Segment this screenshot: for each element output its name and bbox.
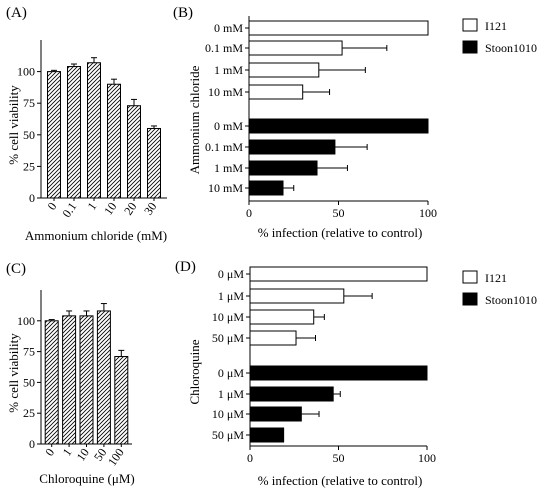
y-tick-label: 0.1 mM <box>205 41 243 55</box>
y-tick-label: 50 <box>23 375 35 389</box>
bar <box>248 84 304 100</box>
x-tick-label: 50 <box>333 451 345 465</box>
bar <box>248 180 284 196</box>
panel-b-xlabel: % infection (relative to control) <box>258 225 423 240</box>
bar <box>249 309 315 325</box>
x-tick-label: 0 <box>42 446 57 459</box>
x-tick-label: 100 <box>419 206 437 220</box>
panel-c-label: (C) <box>6 261 26 277</box>
bar <box>44 320 59 445</box>
bar <box>249 266 428 282</box>
legend-swatch-stoon1010 <box>462 40 478 54</box>
panel-d-legend: I121 Stoon1010 <box>462 270 537 307</box>
y-tick-label: 1 mM <box>214 63 243 77</box>
y-tick-label: 1 μM <box>218 387 244 401</box>
x-tick-label: 1 <box>85 200 100 213</box>
y-tick-label: 75 <box>23 96 35 110</box>
bar <box>62 315 77 445</box>
bar <box>107 83 121 199</box>
panel-d-ylabel: Chloroquine <box>187 339 202 404</box>
x-tick-label: 0 <box>247 451 253 465</box>
y-tick-label: 0 mM <box>214 119 243 133</box>
panel-d-label: (D) <box>175 259 196 275</box>
y-tick-label: 10 mM <box>208 85 243 99</box>
x-tick-label: 30 <box>141 200 159 218</box>
legend-swatch-i121 <box>462 270 478 284</box>
y-tick-label: 100 <box>17 65 35 79</box>
panel-b-legend: I121 Stoon1010 <box>462 18 537 55</box>
panel-a-ylabel: % cell viability <box>6 85 21 165</box>
bar <box>67 66 81 199</box>
x-tick-label: 0 <box>45 200 60 213</box>
legend-swatch-i121 <box>462 18 478 32</box>
bar <box>249 386 334 402</box>
x-tick-label: 20 <box>121 200 139 218</box>
bar <box>249 365 428 381</box>
panel-b-label: (B) <box>173 5 193 21</box>
panel-a-xlabel: Ammonium chloride (mM) <box>25 228 167 243</box>
x-tick-label: 10 <box>101 200 119 218</box>
panel-c-xlabel: Chloroquine (μM) <box>39 471 134 486</box>
bar <box>248 40 343 56</box>
legend-label-stoon1010: Stoon1010 <box>485 41 537 55</box>
y-tick-label: 0 μM <box>218 267 244 281</box>
bar <box>249 427 285 443</box>
legend-swatch-stoon1010 <box>462 292 478 306</box>
legend-label-stoon1010: Stoon1010 <box>485 293 537 307</box>
y-tick-label: 75 <box>23 345 35 359</box>
bar <box>96 310 111 445</box>
y-tick-label: 1 μM <box>218 289 244 303</box>
y-tick-label: 10 μM <box>212 407 244 421</box>
y-tick-label: 25 <box>23 406 35 420</box>
bar <box>249 406 302 422</box>
bar <box>248 20 429 36</box>
bar <box>147 127 161 199</box>
legend-label-i121: I121 <box>485 19 507 33</box>
x-tick-label: 100 <box>418 451 436 465</box>
y-tick-label: 10 mM <box>208 181 243 195</box>
y-tick-label: 25 <box>23 159 35 173</box>
panel-d: (D) 0 50 100 0 μM 1 μM 10 μM 50 μM 0 μM 1 μM 10 μ… <box>175 259 537 488</box>
y-tick-label: 50 μM <box>212 428 244 442</box>
panel-b-ylabel: Ammonium chloride <box>187 65 202 174</box>
y-tick-label: 0.1 mM <box>205 140 243 154</box>
x-tick-label: 50 <box>333 206 345 220</box>
panel-d-xlabel: % infection (relative to control) <box>258 473 423 488</box>
bar <box>249 288 345 304</box>
y-tick-label: 50 <box>23 128 35 142</box>
y-tick-label: 1 mM <box>214 161 243 175</box>
bar <box>248 139 336 155</box>
bar <box>248 160 318 176</box>
bar <box>87 62 101 199</box>
x-tick-label: 1 <box>60 446 75 459</box>
panel-b: (B) 0 50 100 0 mM 0.1 mM 1 mM 10 mM 0 mM 0.1 mM 1… <box>173 5 537 240</box>
bar <box>248 62 320 78</box>
panel-c-ylabel: % cell viability <box>6 333 21 413</box>
bar <box>248 118 429 134</box>
y-tick-label: 10 μM <box>212 310 244 324</box>
x-tick-label: 10 <box>74 446 92 464</box>
bar <box>249 330 297 346</box>
panel-a-label: (A) <box>6 5 27 21</box>
bar <box>47 71 61 199</box>
bar <box>114 356 129 445</box>
y-tick-label: 50 μM <box>212 331 244 345</box>
x-tick-label: 100 <box>105 446 127 469</box>
y-tick-label: 0 <box>29 191 35 205</box>
legend-label-i121: I121 <box>485 271 507 285</box>
y-tick-label: 0 μM <box>218 366 244 380</box>
x-tick-label: 0.1 <box>59 200 79 220</box>
bar <box>79 315 94 445</box>
y-tick-label: 100 <box>17 314 35 328</box>
y-tick-label: 0 <box>29 437 35 451</box>
x-tick-label: 0 <box>246 206 252 220</box>
bar <box>127 105 141 199</box>
y-tick-label: 0 mM <box>214 21 243 35</box>
